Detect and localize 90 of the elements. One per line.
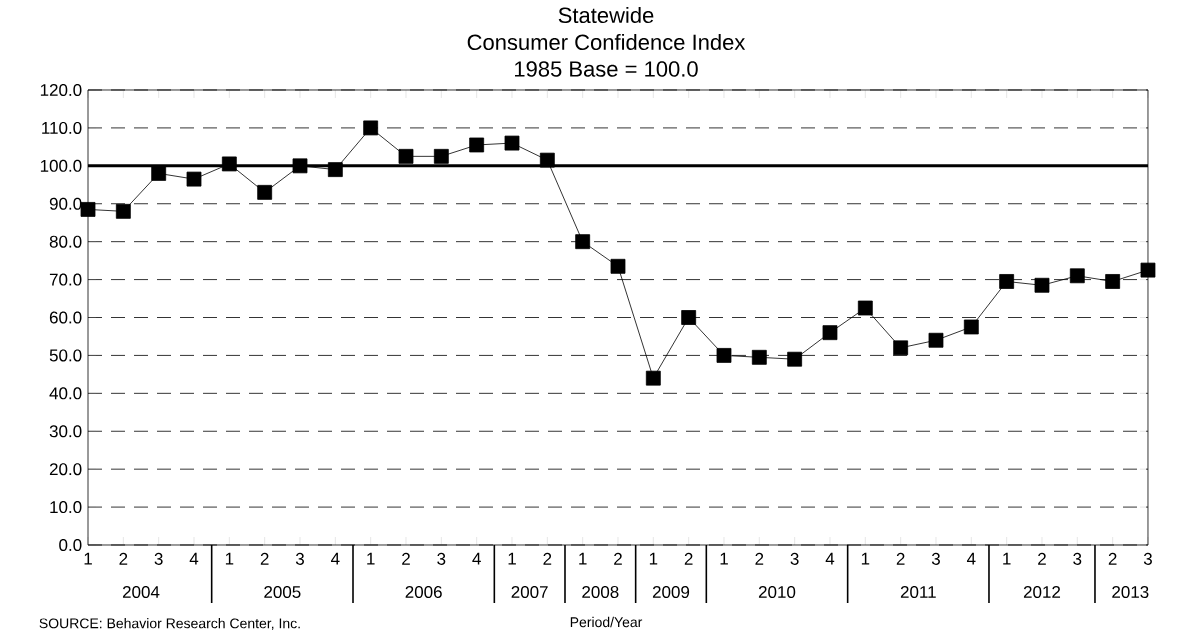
x-tick-label: 4 <box>472 552 481 565</box>
point <box>999 274 1015 289</box>
y-tick-label: 100.0 <box>40 159 82 172</box>
x-tick-label: 3 <box>154 552 163 565</box>
point <box>115 203 131 219</box>
x-tick-label: 3 <box>1073 552 1082 565</box>
x-tick-label: 3 <box>931 552 940 565</box>
x-tick-label: 2 <box>614 552 622 565</box>
point <box>80 202 96 217</box>
x-tick-label: 2 <box>119 552 128 565</box>
y-tick-label: 110.0 <box>42 121 82 134</box>
x-tick-label: 2 <box>543 552 552 565</box>
point <box>151 166 167 181</box>
point <box>610 258 626 274</box>
x-tick-label: 2 <box>684 552 693 565</box>
x-axis-title: Period/Year <box>570 616 643 628</box>
x-tick-label: 2 <box>1108 552 1117 565</box>
point <box>1069 268 1085 284</box>
point <box>292 158 308 174</box>
x-tick-label: 2 <box>1038 552 1046 565</box>
x-tick-label: 1 <box>367 552 375 565</box>
point <box>1140 262 1156 278</box>
source-note: SOURCE: Behavior Research Center, Inc. <box>39 618 300 630</box>
chart-title: Statewide <box>558 6 654 24</box>
x-tick-label: 1 <box>720 552 728 565</box>
point <box>186 171 202 187</box>
point <box>751 349 767 365</box>
text: 2010 <box>758 585 796 599</box>
point <box>681 310 697 325</box>
point <box>257 184 273 200</box>
point <box>716 348 732 363</box>
text: 2004 <box>122 585 160 599</box>
point <box>645 370 661 386</box>
x-tick-label: 2 <box>896 552 905 565</box>
point <box>363 120 379 136</box>
x-tick-label: 4 <box>966 552 976 565</box>
x-tick-label: 3 <box>1143 552 1152 565</box>
point <box>893 340 909 356</box>
y-tick-label: 90.0 <box>49 197 82 210</box>
x-tick-label: 3 <box>295 552 304 565</box>
x-tick-label: 1 <box>508 552 516 565</box>
x-tick-label: 2 <box>755 552 764 565</box>
y-tick-label: 50.0 <box>49 349 82 362</box>
point <box>787 351 803 367</box>
point <box>539 152 555 168</box>
point <box>1105 274 1121 289</box>
y-tick-label: 70.0 <box>49 273 82 286</box>
text: 2012 <box>1023 585 1061 599</box>
point <box>433 148 449 164</box>
point <box>857 300 873 316</box>
y-tick-label: 60.0 <box>49 311 82 324</box>
point <box>398 148 414 164</box>
y-tick-label: 120.0 <box>40 83 82 97</box>
text: 2006 <box>405 585 442 599</box>
text: 2005 <box>264 585 301 599</box>
x-tick-label: 1 <box>84 552 92 565</box>
y-tick-label: 40.0 <box>49 387 82 400</box>
x-tick-label: 4 <box>331 552 340 565</box>
x-tick-label: 1 <box>579 552 587 565</box>
point <box>504 135 520 151</box>
x-tick-label: 4 <box>189 552 199 565</box>
y-tick-label: 0.0 <box>59 538 82 552</box>
x-tick-label: 2 <box>260 552 269 565</box>
y-tick-label: 30.0 <box>49 425 82 438</box>
x-tick-label: 1 <box>1003 552 1011 565</box>
text: 2011 <box>900 585 936 599</box>
point <box>928 332 944 348</box>
y-tick-label: 10.0 <box>50 501 82 514</box>
x-tick-label: 3 <box>790 552 799 565</box>
point <box>963 319 979 335</box>
x-tick-label: 4 <box>825 552 835 565</box>
x-tick-label: 1 <box>225 552 234 565</box>
chart-subtitle: Consumer Confidence Index <box>467 33 746 51</box>
point <box>822 325 838 341</box>
text: 2013 <box>1112 585 1149 599</box>
text: 2007 <box>511 585 548 599</box>
point <box>575 234 591 250</box>
point <box>221 156 237 172</box>
text: 1985 Base = 100.0 <box>515 61 698 77</box>
x-tick-label: 1 <box>649 552 658 565</box>
y-tick-label: 20.0 <box>49 463 82 476</box>
point <box>327 162 343 178</box>
y-tick-label: 80.0 <box>49 235 82 248</box>
text: 2009 <box>652 585 690 599</box>
point <box>469 137 485 153</box>
x-tick-label: 3 <box>437 552 446 565</box>
x-tick-label: 2 <box>402 552 410 565</box>
x-tick-label: 1 <box>861 552 870 565</box>
text: 2008 <box>582 585 619 599</box>
point <box>1034 277 1050 293</box>
